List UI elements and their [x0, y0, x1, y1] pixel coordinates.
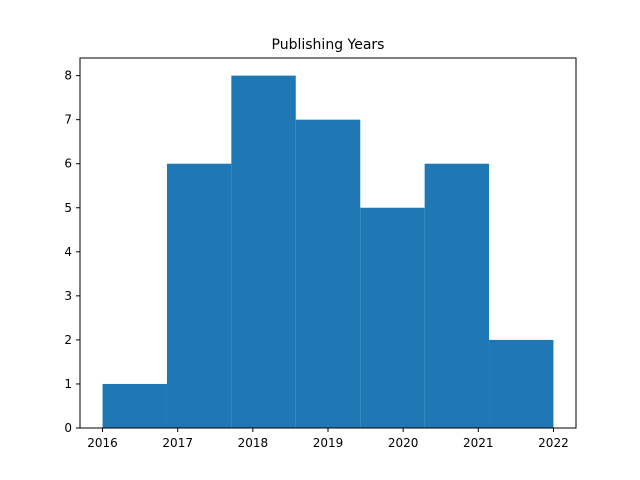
x-tick-label: 2021 [463, 436, 494, 450]
y-tick-label: 1 [64, 377, 72, 391]
histogram-bar-3 [295, 119, 361, 429]
y-tick-label: 0 [64, 421, 72, 435]
y-tick-label: 3 [64, 289, 72, 303]
x-tick-label: 2017 [162, 436, 193, 450]
y-tick-label: 7 [64, 113, 72, 127]
histogram-bar-2 [231, 75, 296, 428]
x-tick-label: 2022 [538, 436, 569, 450]
y-tick-label: 2 [64, 333, 72, 347]
x-tick-label: 2018 [238, 436, 269, 450]
x-tick-label: 2019 [313, 436, 344, 450]
y-tick-label: 5 [64, 201, 72, 215]
y-axis: 0 1 2 3 4 5 6 7 8 [64, 69, 80, 435]
histogram-bar-6 [489, 339, 554, 428]
y-tick-label: 4 [64, 245, 72, 259]
plot-frame [79, 57, 577, 429]
y-tick-label: 8 [64, 69, 72, 83]
x-axis: 2016 2017 2018 2019 2020 2021 2022 [87, 428, 569, 450]
x-tick-label: 2016 [87, 436, 118, 450]
histogram-bar-4 [360, 207, 425, 428]
histogram-bar-5 [424, 163, 490, 428]
histogram-bar-1 [166, 163, 232, 428]
histogram-bar-0 [102, 383, 167, 428]
bars-group [102, 75, 554, 429]
chart-title: Publishing Years [272, 37, 385, 53]
y-tick-label: 6 [64, 157, 72, 171]
x-tick-label: 2020 [388, 436, 419, 450]
